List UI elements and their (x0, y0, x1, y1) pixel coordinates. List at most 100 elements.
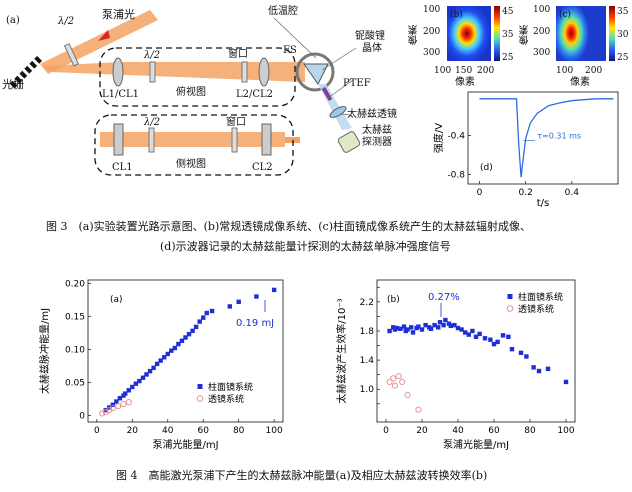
lens-l1cl1-label: L1/CL1 (102, 89, 140, 100)
half-wave-plate-1 (63, 43, 80, 67)
y-tick-label: 0 (79, 411, 85, 421)
tau-annotation: τ=0.31 ms (537, 131, 581, 140)
value-annotation: 0.27% (428, 292, 460, 303)
img-c-ytick: 100 (533, 5, 551, 15)
legend-label: 柱面镜系统 (208, 381, 253, 393)
ptef-icon (321, 86, 333, 102)
data-point-square (410, 330, 416, 335)
data-point-square (162, 355, 167, 360)
x-tick-label: 0.4 (565, 188, 580, 198)
cbar-c-tick: 25 (617, 53, 629, 63)
img-b-ytick: 300 (423, 48, 441, 58)
plot-frame (87, 279, 284, 423)
data-point-circle (125, 399, 132, 406)
data-point-square (201, 315, 206, 320)
data-point-square (137, 378, 142, 384)
data-point-square (466, 332, 471, 337)
data-point-square (452, 322, 457, 328)
fig4-caption: 图 4 高能激光泵浦下产生的太赫兹脉冲能量(a)及相应太赫兹波转换效率(b) (116, 469, 488, 482)
half-wave-label-1: λ/2 (58, 16, 75, 27)
x-axis-label: t/s (537, 198, 550, 209)
data-point-square (133, 381, 139, 386)
plot-frame (467, 91, 619, 185)
half-wave-plate-3 (148, 127, 155, 153)
top-view-box (99, 47, 296, 107)
data-point-square (500, 333, 506, 338)
x-tick-label: 0 (383, 426, 389, 436)
cbar-b-tick: 35 (502, 30, 514, 40)
legend-label: 透镜系统 (518, 303, 554, 315)
data-point-square (488, 337, 493, 342)
data-point-square (117, 396, 123, 401)
data-point-square (126, 388, 131, 393)
waveform-line (479, 98, 614, 178)
data-point-square (448, 323, 453, 329)
y-tick-label: 1.8 (360, 327, 375, 337)
lens-cl2-label: CL2 (252, 162, 273, 173)
data-point-circle (109, 405, 116, 412)
data-point-square (227, 304, 233, 309)
data-point-square (114, 399, 119, 404)
x-tick-label: 40 (452, 426, 464, 436)
crystal-label-2: 晶体 (362, 43, 382, 54)
x-tick-label: 100 (266, 426, 283, 436)
y-tick-label: 1.0 (360, 385, 375, 395)
data-point-circle (99, 410, 106, 417)
data-point-square (169, 348, 174, 353)
data-point-square (409, 325, 414, 330)
y-tick-label: 0.10 (65, 345, 85, 355)
x-tick-label: 20 (127, 426, 139, 436)
data-point-circle (399, 378, 406, 385)
img-c-xtick: 200 (585, 66, 603, 76)
data-point-square (209, 308, 215, 314)
cbar-c-tick: 35 (617, 7, 629, 17)
y-axis-label: 强度/V (432, 123, 445, 153)
data-point-square (432, 322, 437, 328)
y-tick-label: 1.4 (360, 356, 375, 366)
data-point-circle (120, 401, 127, 408)
img-c-ytick: 300 (533, 48, 551, 58)
lens-cl2-icon (261, 123, 272, 156)
data-point-square (416, 324, 421, 329)
x-tick-label: 80 (524, 426, 536, 436)
y-tick-label: 0.15 (65, 312, 85, 322)
data-point-square (423, 322, 428, 328)
top-view-label: 俯视图 (176, 87, 206, 98)
chart-d-waveform: 0 0.2 0.4 -0.4 -0.8 t/s 强度/V (d) τ=0.31 ms (432, 91, 619, 209)
data-point-square (147, 368, 153, 374)
value-annotation: 0.19 mJ (236, 318, 274, 329)
data-point-square (477, 331, 482, 337)
y-tick-label: 0.20 (65, 279, 85, 289)
plot-frame (376, 279, 576, 423)
data-point-square (190, 328, 195, 334)
window-bottom-icon (231, 127, 238, 153)
side-view-box (94, 114, 294, 176)
y-axis-label: 太赫兹脉冲能量/mJ (38, 308, 51, 394)
data-point-circle (390, 375, 397, 382)
data-point-square (463, 330, 468, 335)
data-point-circle (106, 407, 113, 414)
img-b-ytick: 200 (423, 27, 441, 37)
data-point-square (193, 324, 199, 330)
data-point-square (271, 287, 277, 293)
cbar-c-tick: 30 (617, 30, 629, 40)
chart-4a-thz-energy: 0 20 40 60 80 100 0 0.05 0.10 0.15 0.20 泵浦光能量/mJ 太赫兹… (38, 279, 284, 451)
pump-direction-arrow (98, 30, 110, 41)
img-c-ytick: 200 (533, 27, 551, 37)
panel-label-b-img: (b) (450, 10, 463, 20)
img-b-xtick: 150 (455, 66, 473, 76)
data-point-square (428, 326, 434, 331)
panel-label: (a) (110, 295, 123, 305)
legend-label: 透镜系统 (208, 393, 244, 405)
fig3-caption-line1: 图 3 (a)实验装置光路示意图、(b)常规透镜成像系统、(c)柱面镜成像系统产… (46, 220, 532, 233)
data-point-square (545, 366, 551, 372)
img-b-xtick: 200 (477, 66, 495, 76)
img-c-xtick: 100 (556, 66, 574, 76)
thz-detector-label-1: 太赫兹 (362, 125, 392, 136)
fs-label: FS (283, 45, 297, 56)
panel-label: (b) (387, 295, 400, 305)
lens-l2cl2-icon (258, 57, 270, 87)
x-tick-label: 100 (557, 426, 574, 436)
half-wave-label-2: λ/2 (144, 50, 161, 61)
data-point-square (176, 341, 181, 347)
